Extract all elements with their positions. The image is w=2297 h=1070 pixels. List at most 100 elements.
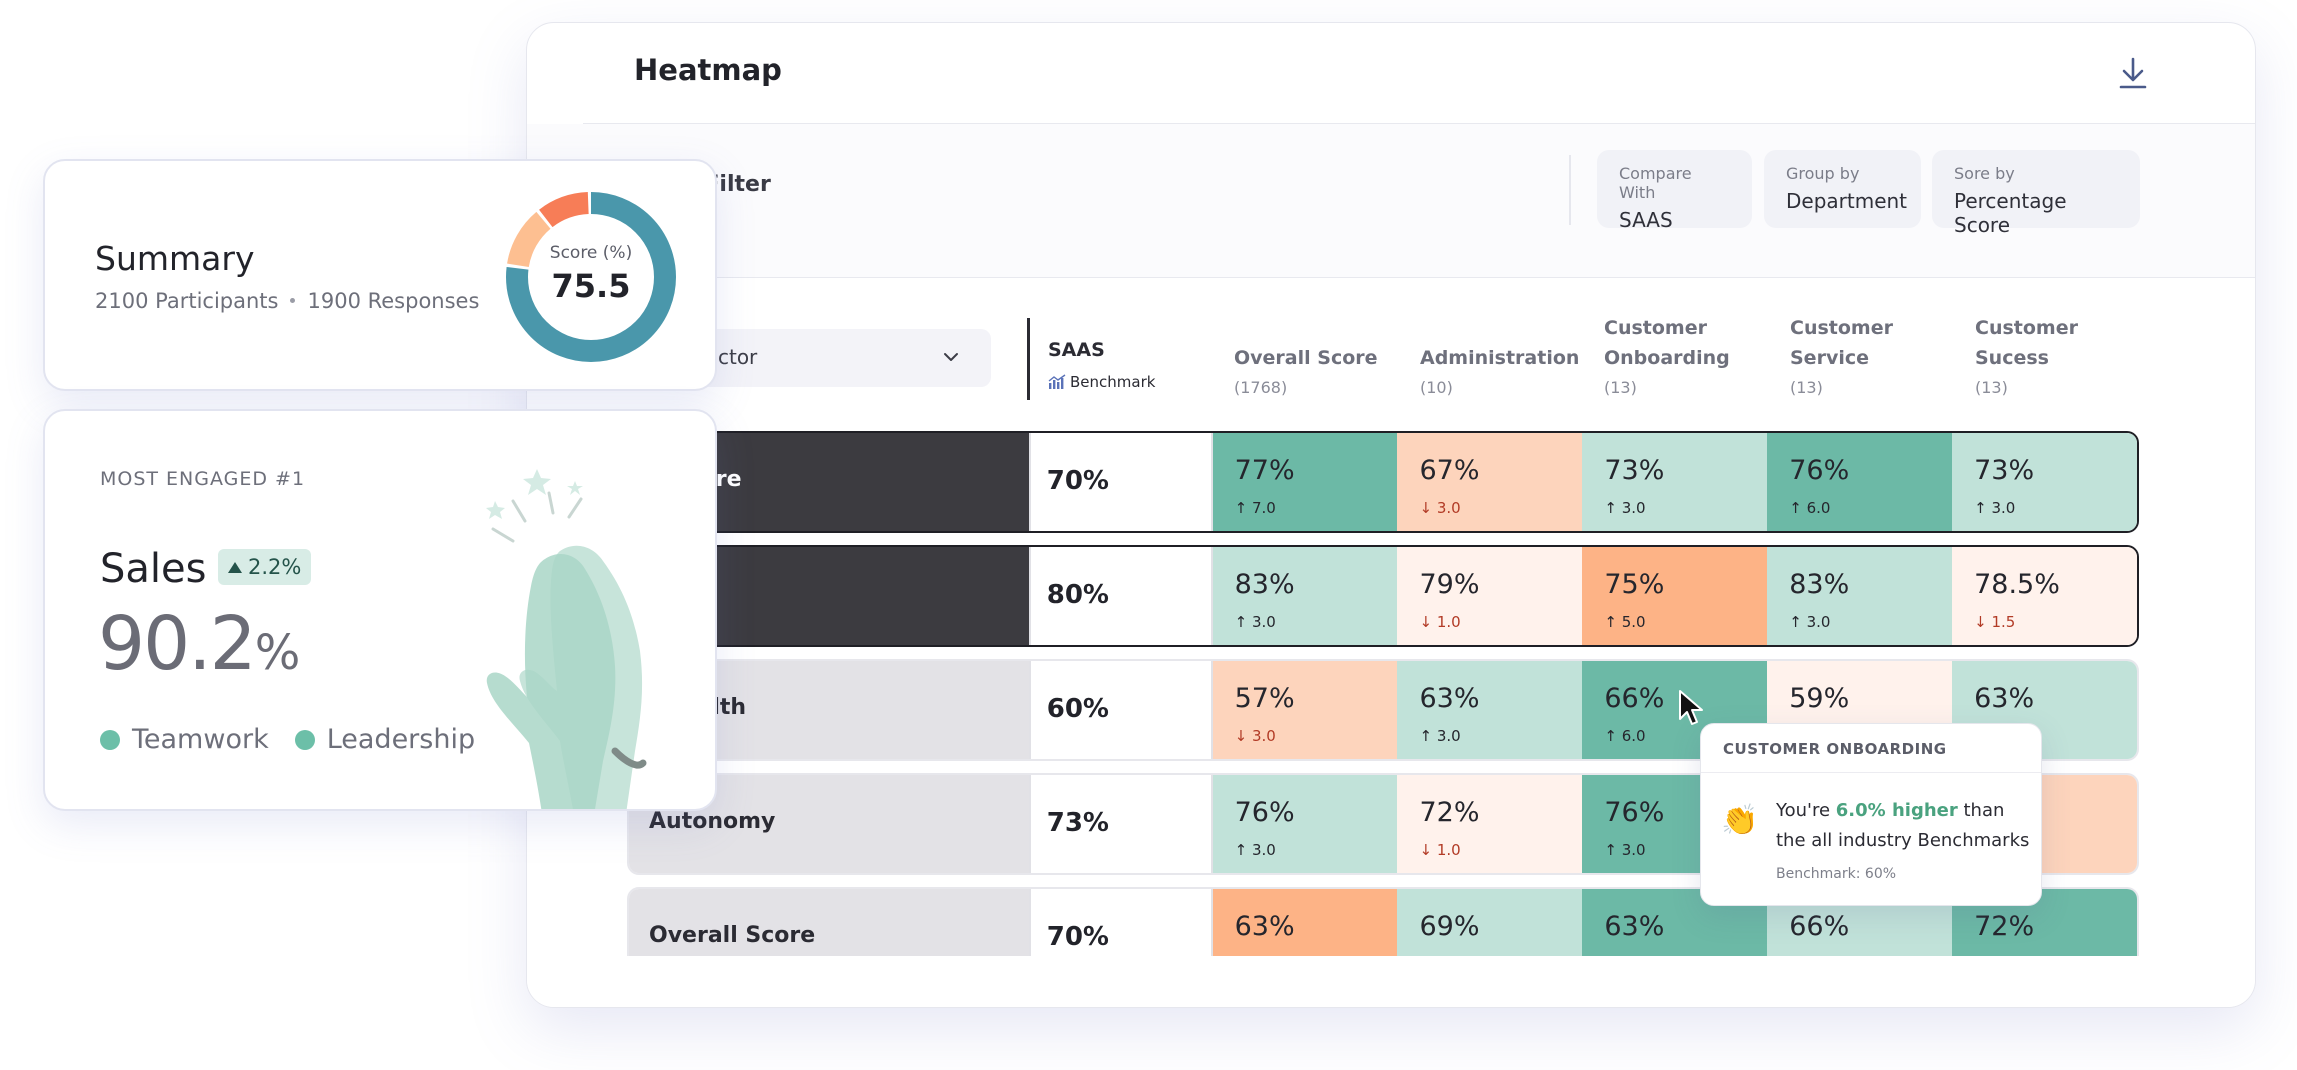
arrow-up-icon: ↑ — [1234, 841, 1252, 859]
benchmark-value: 60% — [1046, 694, 1109, 724]
arrow-down-icon: ↓ — [1419, 841, 1437, 859]
score-value: 75.5 — [551, 267, 631, 305]
heatmap-cell[interactable]: 73% ↑ 3.0 — [1582, 433, 1768, 531]
arrow-up-icon: ↑ — [1789, 499, 1807, 517]
cell-delta: ↑ 6.0 — [1789, 499, 1830, 517]
cell-percent: 76% — [1604, 797, 1665, 828]
benchmark-cell: 73% — [1028, 775, 1213, 873]
column-header-line1: Customer — [1604, 317, 1707, 339]
score-caption: Score (%) — [549, 243, 633, 263]
cell-percent: 63% — [1604, 911, 1665, 942]
cell-percent: 76% — [1234, 797, 1295, 828]
summary-card: Summary 2100 Participants 1900 Responses … — [43, 159, 717, 391]
arrow-down-icon: ↓ — [1974, 613, 1992, 631]
delta-value: 3.0 — [1806, 613, 1831, 631]
cell-percent: 63% — [1419, 683, 1480, 714]
cell-percent: 72% — [1974, 911, 2035, 942]
cell-percent: 79% — [1419, 569, 1480, 600]
column-header-line1: Administration — [1420, 347, 1580, 369]
cell-delta: ↑ 3.0 — [1604, 841, 1645, 859]
cell-delta: ↑ 3.0 — [1974, 499, 2015, 517]
cell-delta: ↑ 5.0 — [1604, 613, 1645, 631]
summary-subtitle: 2100 Participants 1900 Responses — [95, 289, 479, 313]
cell-percent: 59% — [1789, 683, 1850, 714]
column-header[interactable]: Overall Score (1768) — [1234, 343, 1378, 403]
cell-percent: 72% — [1419, 797, 1480, 828]
tooltip-divider — [1701, 772, 2041, 773]
delta-value: 3.0 — [1621, 499, 1646, 517]
column-header-line1: Overall Score — [1234, 347, 1378, 369]
heatmap-cell[interactable]: 78.5% ↓ 1.5 — [1952, 547, 2137, 645]
cell-delta: ↑ 3.0 — [1235, 841, 1276, 859]
benchmark-sub-label: Benchmark — [1070, 373, 1156, 391]
high-five-hands-illustration — [486, 469, 647, 809]
delta-value: 6.0 — [1806, 499, 1831, 517]
arrow-down-icon: ↓ — [1234, 727, 1252, 745]
cell-percent: 73% — [1974, 455, 2035, 486]
tag-teamwork: Teamwork — [100, 724, 269, 755]
filter-value: Department — [1786, 189, 1908, 213]
cell-delta: ↑ 7.0 — [1235, 499, 1276, 517]
table-row[interactable]: 80% 83% ↑ 3.0 79% ↓ 1.0 75% ↑ 5.0 83% ↑ 3.0 78.5%… — [627, 545, 2139, 647]
arrow-up-icon: ↑ — [1234, 499, 1252, 517]
cell-percent: 75% — [1604, 569, 1665, 600]
cell-delta: ↑ 6.0 — [1604, 727, 1645, 745]
column-count: (13) — [1790, 378, 1823, 397]
delta-value: 5.0 — [1621, 613, 1646, 631]
column-header[interactable]: Administration (10) — [1420, 343, 1579, 403]
column-header[interactable]: Customer Onboarding (13) — [1604, 313, 1730, 403]
heatmap-cell[interactable]: 67% ↓ 3.0 — [1397, 433, 1583, 531]
group-by-filter[interactable]: Group by Department — [1764, 150, 1921, 228]
delta-value: 1.0 — [1436, 613, 1461, 631]
heatmap-cell[interactable]: 63% ↑ 3.0 — [1397, 661, 1583, 759]
engaged-score: 90.2% — [98, 601, 300, 687]
change-badge: 2.2% — [218, 549, 312, 585]
compare-with-filter[interactable]: Compare With SAAS — [1597, 150, 1752, 232]
heatmap-cell[interactable]: 83% ↑ 3.0 — [1767, 547, 1953, 645]
filter-caption: Group by — [1786, 164, 1860, 183]
row-name: Autonomy — [649, 809, 776, 834]
cell-percent: 67% — [1419, 455, 1480, 486]
heatmap-cell[interactable]: 76% ↑ 3.0 — [1212, 775, 1398, 873]
arrow-up-icon: ↑ — [1604, 613, 1622, 631]
cell-delta: ↓ 1.0 — [1419, 613, 1460, 631]
arrow-down-icon: ↓ — [1419, 613, 1437, 631]
cell-percent: 57% — [1234, 683, 1295, 714]
cell-percent: 78.5% — [1974, 569, 2060, 600]
benchmark-name: SAAS — [1048, 339, 1105, 361]
delta-value: 3.0 — [1436, 727, 1461, 745]
heatmap-cell[interactable]: 79% ↓ 1.0 — [1397, 547, 1583, 645]
arrow-up-icon: ↑ — [1419, 727, 1437, 745]
responses-count: 1900 Responses — [307, 289, 480, 313]
heatmap-cell[interactable]: 72% ↓ 1.0 — [1397, 775, 1583, 873]
column-header[interactable]: Customer Service (13) — [1790, 313, 1893, 403]
heatmap-cell[interactable]: 76% ↑ 6.0 — [1767, 433, 1953, 531]
arrow-up-icon: ↑ — [1604, 841, 1622, 859]
cell-percent: 66% — [1789, 911, 1850, 942]
download-icon[interactable] — [2116, 55, 2150, 91]
cell-delta: ↓ 1.0 — [1419, 841, 1460, 859]
column-header-line2: Service — [1790, 347, 1869, 369]
column-count: (1768) — [1234, 378, 1288, 397]
benchmark-value: 73% — [1046, 808, 1109, 838]
heatmap-cell[interactable]: 73% ↑ 3.0 — [1952, 433, 2137, 531]
tooltip-text-post: than the all industry Benchmarks — [1776, 800, 2030, 851]
heatmap-cell[interactable]: 75% ↑ 5.0 — [1582, 547, 1768, 645]
tooltip-benchmark: Benchmark: 60% — [1776, 866, 1897, 882]
column-header-line1: Customer — [1975, 317, 2078, 339]
arrow-up-icon: ↑ — [1604, 499, 1622, 517]
heatmap-cell[interactable]: 57% ↓ 3.0 — [1212, 661, 1398, 759]
heatmap-cell[interactable]: 77% ↑ 7.0 — [1212, 433, 1398, 531]
column-header[interactable]: Customer Sucess (13) — [1975, 313, 2078, 403]
heatmap-cell[interactable]: 83% ↑ 3.0 — [1212, 547, 1398, 645]
filter-caption: Sore by — [1954, 164, 2015, 183]
sort-by-filter[interactable]: Sore by Percentage Score — [1932, 150, 2140, 237]
delta-value: 3.0 — [1251, 613, 1276, 631]
cell-delta: ↓ 1.5 — [1974, 613, 2015, 631]
row-name: Overall Score — [649, 923, 816, 948]
column-count: (13) — [1604, 378, 1637, 397]
column-header-line2: Onboarding — [1604, 347, 1730, 369]
delta-value: 6.0 — [1621, 727, 1646, 745]
arrow-up-icon: ↑ — [1604, 727, 1622, 745]
